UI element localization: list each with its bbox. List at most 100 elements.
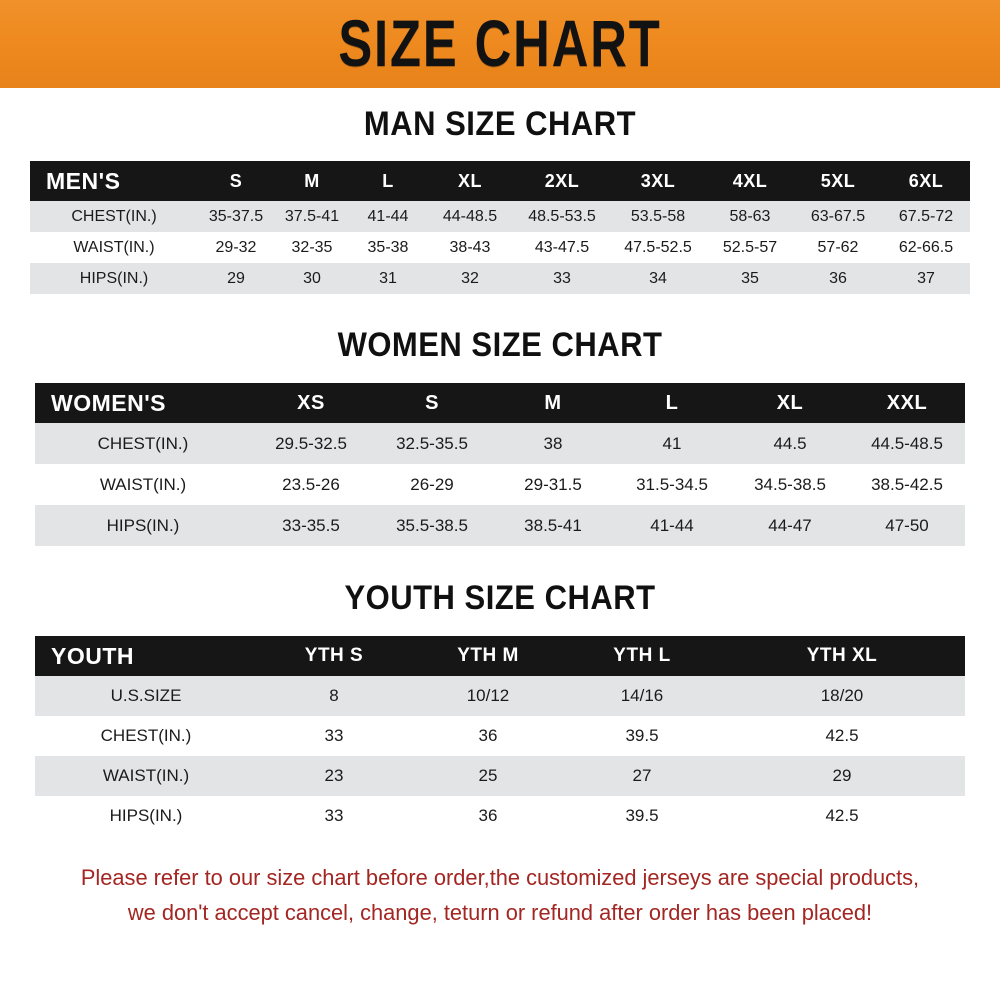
row-label: HIPS(IN.): [79, 269, 149, 287]
measurement-cell: 29-31.5: [524, 474, 582, 494]
column-header-yth-s: YTH S: [304, 645, 364, 666]
measurement-cell: 31.5-34.5: [636, 474, 708, 494]
measurement-cell: 38.5-42.5: [871, 474, 943, 494]
column-header-4xl: 4XL: [732, 170, 768, 191]
table-row: WAIST(IN.) 23.5-26 26-29 29-31.5 31.5-34.5 34…: [35, 464, 965, 505]
row-label: CHEST(IN.): [71, 207, 157, 225]
measurement-cell: 41-44: [650, 515, 694, 535]
measurement-cell: 33-35.5: [282, 515, 340, 535]
men-size-section: MAN SIZE CHART MEN'S S M L XL 2XL 3XL 4XL 5XL 6XL…: [0, 103, 1000, 294]
table-row: HIPS(IN.) 33 36 39.5 42.5: [35, 796, 965, 836]
column-header-s: S: [229, 170, 243, 191]
youth-size-table: YOUTH YTH S YTH M YTH L YTH XL U.S.SIZE 8 10/12…: [35, 636, 965, 836]
table-row: U.S.SIZE 8 10/12 14/16 18/20: [35, 676, 965, 716]
women-section-title: WOMEN SIZE CHART: [337, 324, 663, 365]
measurement-cell: 36: [478, 806, 498, 825]
measurement-cell: 29.5-32.5: [275, 433, 347, 453]
measurement-cell: 29-32: [215, 238, 257, 256]
column-header-xl: XL: [776, 391, 804, 414]
measurement-cell: 29: [832, 766, 852, 785]
column-header-yth-xl: YTH XL: [806, 645, 878, 666]
column-header-3xl: 3XL: [640, 170, 676, 191]
column-header-xxl: XXL: [886, 391, 928, 414]
measurement-cell: 10/12: [466, 686, 510, 705]
measurement-cell: 33: [553, 269, 571, 287]
measurement-cell: 36: [829, 269, 847, 287]
table-corner-label: MEN'S: [46, 167, 121, 194]
column-header-l: L: [665, 391, 679, 414]
measurement-cell: 67.5-72: [898, 207, 954, 225]
column-header-xs: XS: [297, 391, 325, 414]
measurement-cell: 44.5-48.5: [871, 433, 943, 453]
column-header-yth-m: YTH M: [457, 645, 519, 666]
measurement-cell: 33: [324, 726, 344, 745]
row-label: CHEST(IN.): [100, 726, 192, 745]
column-header-l: L: [382, 170, 394, 191]
measurement-cell: 44-47: [768, 515, 812, 535]
table-row: HIPS(IN.) 29 30 31 32 33 34 35 36 37: [30, 263, 970, 294]
table-corner-label: WOMEN'S: [51, 389, 167, 416]
footer-disclaimer: Please refer to our size chart before or…: [34, 860, 965, 930]
measurement-cell: 44.5: [773, 433, 807, 453]
table-row: CHEST(IN.) 29.5-32.5 32.5-35.5 38 41 44.5 44.5…: [35, 423, 965, 464]
measurement-cell: 57-62: [817, 238, 859, 256]
row-label: WAIST(IN.): [73, 238, 155, 256]
table-row: WAIST(IN.) 23 25 27 29: [35, 756, 965, 796]
measurement-cell: 29: [227, 269, 245, 287]
table-header-row: YOUTH YTH S YTH M YTH L YTH XL: [35, 636, 965, 676]
measurement-cell: 31: [379, 269, 397, 287]
table-row: HIPS(IN.) 33-35.5 35.5-38.5 38.5-41 41-44 44-…: [35, 505, 965, 546]
measurement-cell: 35: [741, 269, 759, 287]
column-header-m: M: [304, 170, 320, 191]
measurement-cell: 63-67.5: [810, 207, 866, 225]
measurement-cell: 33: [324, 806, 344, 825]
measurement-cell: 35-37.5: [208, 207, 264, 225]
measurement-cell: 48.5-53.5: [528, 207, 596, 225]
row-label: HIPS(IN.): [109, 806, 183, 825]
row-label: WAIST(IN.): [102, 766, 190, 785]
table-row: WAIST(IN.) 29-32 32-35 35-38 38-43 43-47.5 47.…: [30, 232, 970, 263]
table-header-row: MEN'S S M L XL 2XL 3XL 4XL 5XL 6XL: [30, 161, 970, 201]
measurement-cell: 32.5-35.5: [396, 433, 468, 453]
footer-line-1: Please refer to our size chart before or…: [80, 865, 920, 890]
table-header-row: WOMEN'S XS S M L XL XXL: [35, 383, 965, 423]
page-banner: SIZE CHART: [0, 0, 1000, 88]
measurement-cell: 37: [917, 269, 935, 287]
measurement-cell: 62-66.5: [898, 238, 954, 256]
measurement-cell: 32-35: [291, 238, 333, 256]
measurement-cell: 42.5: [825, 806, 859, 825]
row-label: CHEST(IN.): [97, 433, 189, 453]
measurement-cell: 37.5-41: [284, 207, 340, 225]
column-header-xl: XL: [457, 170, 482, 191]
column-header-m: M: [544, 391, 562, 414]
measurement-cell: 25: [478, 766, 498, 785]
measurement-cell: 23.5-26: [282, 474, 340, 494]
measurement-cell: 42.5: [825, 726, 859, 745]
row-label: U.S.SIZE: [110, 686, 182, 705]
table-row: CHEST(IN.) 33 36 39.5 42.5: [35, 716, 965, 756]
measurement-cell: 14/16: [620, 686, 664, 705]
footer-line-2: we don't accept cancel, change, teturn o…: [127, 900, 873, 925]
column-header-5xl: 5XL: [820, 170, 856, 191]
measurement-cell: 39.5: [625, 726, 659, 745]
youth-size-section: YOUTH SIZE CHART YOUTH YTH S YTH M YTH L YTH…: [0, 577, 1000, 836]
measurement-cell: 58-63: [729, 207, 771, 225]
page-title: SIZE CHART: [338, 7, 662, 81]
column-header-2xl: 2XL: [544, 170, 580, 191]
row-label: HIPS(IN.): [106, 515, 180, 535]
youth-section-title: YOUTH SIZE CHART: [344, 577, 656, 618]
column-header-6xl: 6XL: [908, 170, 944, 191]
measurement-cell: 53.5-58: [630, 207, 686, 225]
men-size-table: MEN'S S M L XL 2XL 3XL 4XL 5XL 6XL CHEST(IN.) 35-37…: [30, 161, 970, 294]
column-header-s: S: [425, 391, 439, 414]
men-section-title: MAN SIZE CHART: [363, 103, 637, 144]
table-row: CHEST(IN.) 35-37.5 37.5-41 41-44 44-48.5 48.5…: [30, 201, 970, 232]
measurement-cell: 23: [324, 766, 344, 785]
women-size-table: WOMEN'S XS S M L XL XXL CHEST(IN.) 29.5-32.5 32.5…: [35, 383, 965, 546]
measurement-cell: 47-50: [885, 515, 929, 535]
measurement-cell: 41-44: [367, 207, 409, 225]
measurement-cell: 41: [662, 433, 682, 453]
measurement-cell: 35-38: [367, 238, 409, 256]
row-label: WAIST(IN.): [99, 474, 187, 494]
measurement-cell: 32: [461, 269, 479, 287]
